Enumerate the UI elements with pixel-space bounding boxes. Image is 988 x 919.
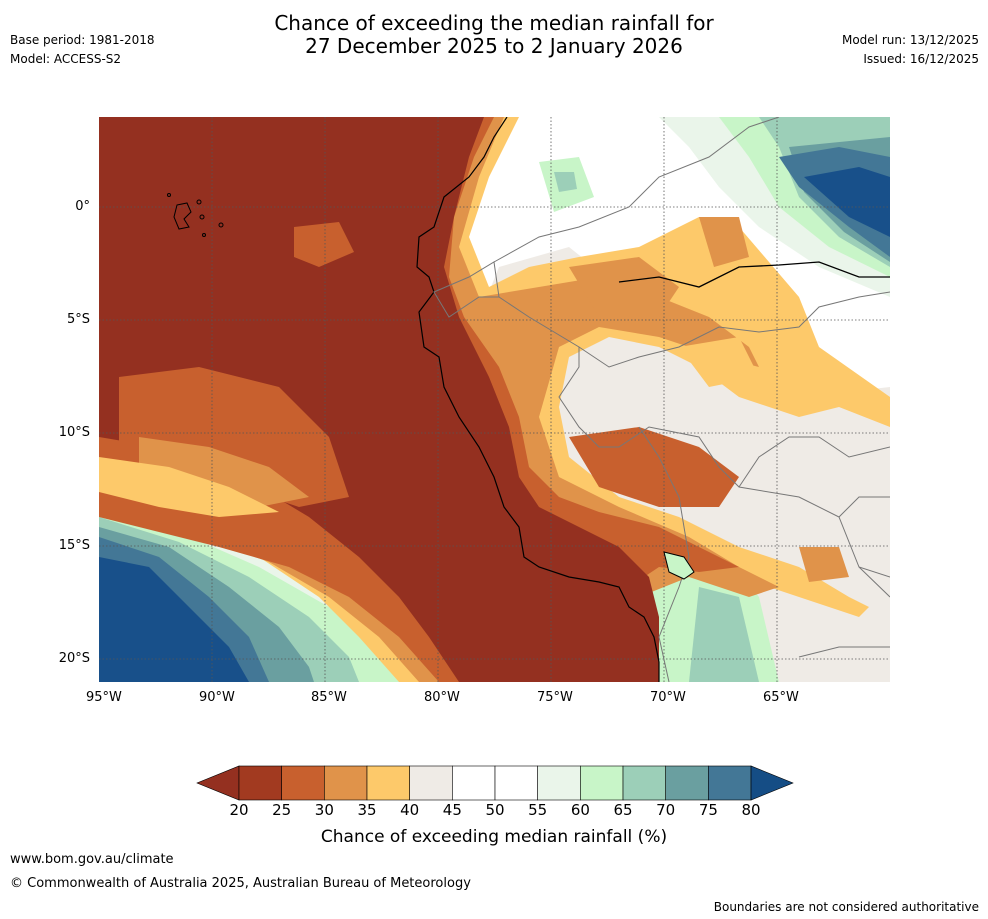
- colorbar-over-arrow: [750, 765, 794, 801]
- zone-green-nc2: [554, 172, 577, 192]
- colorbar-cell-20-25: [238, 765, 282, 801]
- title-line-2: 27 December 2025 to 2 January 2026: [305, 34, 683, 58]
- lon-label-85w: 85°W: [311, 690, 347, 705]
- country-boundaries: [433, 117, 890, 682]
- base-period-text: Base period: 1981-2018: [10, 33, 155, 47]
- lon-label-95w: 95°W: [86, 690, 122, 705]
- lon-label-75w: 75°W: [537, 690, 573, 705]
- lat-label-20s: 20°S: [58, 651, 90, 666]
- colorbar-tick-80: 80: [741, 801, 761, 819]
- colorbar-cell-75-80: [708, 765, 752, 801]
- galapagos-islands: [167, 193, 224, 237]
- lon-label-65w: 65°W: [763, 690, 799, 705]
- colorbar-cell-55-60: [537, 765, 581, 801]
- zone-blue-sw: [99, 557, 249, 682]
- title-line-1: Chance of exceeding the median rainfall …: [274, 11, 714, 35]
- colorbar-cell-60-65: [580, 765, 624, 801]
- map-svg: [99, 117, 890, 682]
- lake-titicaca: [663, 551, 695, 580]
- colorbar-cell-50-55: [494, 765, 538, 801]
- colorbar-cell-45-50: [452, 765, 496, 801]
- rainfall-map: [99, 117, 890, 682]
- model-run-text: Model run: 13/12/2025: [841, 33, 979, 47]
- zone-yellow-blob2: [99, 457, 279, 517]
- lat-label-5s: 5°S: [66, 312, 90, 327]
- zone-midgreen-se: [689, 587, 759, 682]
- colorbar-tick-20: 20: [229, 801, 249, 819]
- colorbar-cell-65-70: [622, 765, 666, 801]
- colorbar-cell-70-75: [665, 765, 709, 801]
- model-text: Model: ACCESS-S2: [10, 52, 122, 66]
- colorbar-tick-35: 35: [357, 801, 377, 819]
- footer-copyright: © Commonwealth of Australia 2025, Austra…: [10, 876, 471, 891]
- colorbar-cell-25-30: [281, 765, 325, 801]
- issued-text: Issued: 16/12/2025: [863, 52, 979, 66]
- lon-label-90w: 90°W: [199, 690, 235, 705]
- zone-orange-blob1: [294, 222, 354, 267]
- zone-orange-blob2: [119, 367, 349, 507]
- lat-label-15s: 15°S: [58, 538, 90, 553]
- footer-url[interactable]: www.bom.gov.au/climate: [10, 852, 174, 867]
- zone-blue-ne: [804, 167, 890, 237]
- colorbar-tick-70: 70: [656, 801, 676, 819]
- colorbar-tick-50: 50: [485, 801, 505, 819]
- colorbar-cell-40-45: [409, 765, 453, 801]
- colorbar-cells: [196, 765, 794, 801]
- zone-orange-interior4: [799, 547, 849, 582]
- colorbar-tick-60: 60: [570, 801, 590, 819]
- colorbar-label: Chance of exceeding median rainfall (%): [320, 827, 668, 847]
- lat-label-10s: 10°S: [58, 425, 90, 440]
- colorbar-cell-30-35: [324, 765, 368, 801]
- colorbar-tick-65: 65: [613, 801, 633, 819]
- colorbar-tick-75: 75: [698, 801, 718, 819]
- colorbar-tick-55: 55: [528, 801, 548, 819]
- zone-yellow-interior: [679, 337, 759, 387]
- map-title: Chance of exceeding the median rainfall …: [0, 12, 988, 58]
- lon-label-70w: 70°W: [650, 690, 686, 705]
- colorbar-tick-30: 30: [314, 801, 334, 819]
- colorbar-tick-45: 45: [442, 801, 462, 819]
- colorbar-cell-35-40: [366, 765, 410, 801]
- colorbar-tick-40: 40: [400, 801, 420, 819]
- lat-label-0: 0°: [75, 199, 90, 214]
- amazon-river: [618, 261, 890, 288]
- coastline: [416, 117, 660, 682]
- colorbar-tick-25: 25: [272, 801, 292, 819]
- graticule: [99, 117, 890, 682]
- zone-orange-interior3: [569, 257, 679, 317]
- lon-label-80w: 80°W: [424, 690, 460, 705]
- colorbar-under-arrow: [196, 765, 240, 801]
- footer-disclaimer: Boundaries are not considered authoritat…: [713, 900, 979, 914]
- colorbar: [196, 765, 794, 801]
- zone-orange-interior: [699, 217, 749, 267]
- zone-brown: [99, 117, 659, 682]
